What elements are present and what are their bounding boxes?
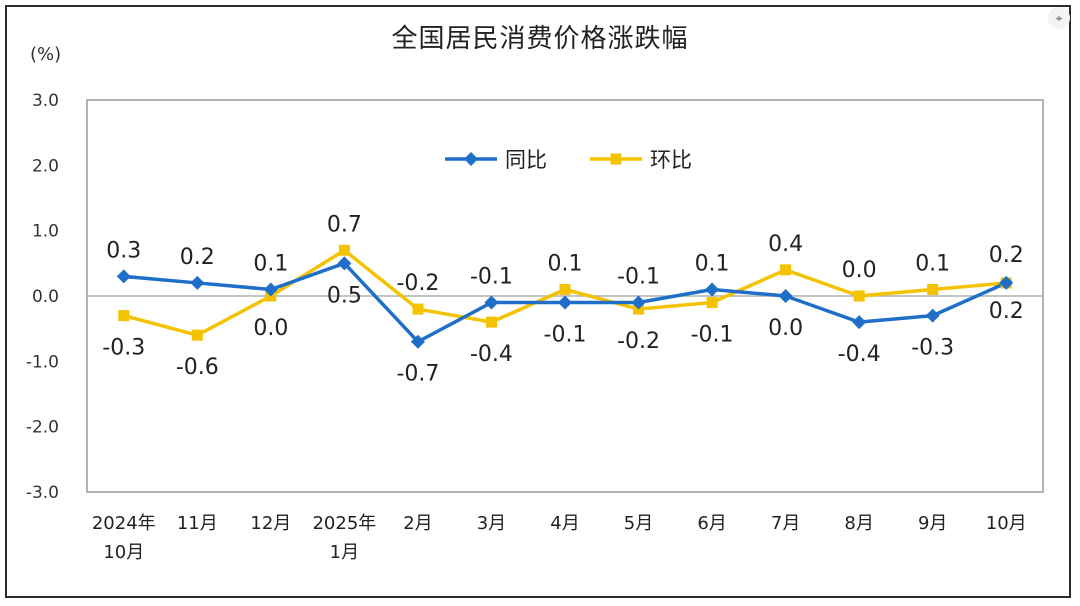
y-tick-label: -1.0	[26, 352, 59, 372]
y-tick-label: 3.0	[32, 91, 59, 111]
data-label: 0.0	[253, 316, 288, 341]
data-point	[559, 283, 571, 295]
x-tick-label: 10月	[986, 513, 1027, 534]
data-point	[706, 297, 718, 309]
data-point	[116, 269, 131, 284]
data-label: -0.2	[617, 329, 660, 354]
data-label: 0.1	[253, 251, 288, 276]
x-tick-label: 2月	[403, 513, 432, 534]
data-point	[484, 295, 499, 310]
data-label: -0.1	[544, 323, 587, 348]
focus-icon[interactable]: ⌖	[1048, 7, 1070, 29]
data-point	[191, 329, 203, 341]
data-point	[337, 256, 352, 271]
y-tick-label: 1.0	[32, 222, 59, 242]
data-label: -0.4	[470, 342, 513, 367]
y-tick-label: -3.0	[26, 483, 59, 503]
data-label: 0.2	[989, 243, 1024, 268]
data-point	[190, 275, 205, 290]
x-tick-label: 5月	[624, 513, 653, 534]
data-point	[263, 282, 278, 297]
data-point	[780, 264, 792, 276]
legend-label: 同比	[505, 148, 547, 172]
x-tick-label: 2025年	[312, 513, 376, 534]
data-label: -0.2	[396, 271, 439, 296]
x-tick-label: 8月	[844, 513, 873, 534]
data-point	[778, 289, 793, 303]
x-tick-label: 4月	[550, 513, 579, 534]
data-label: 0.1	[695, 251, 730, 276]
legend-marker	[610, 153, 622, 165]
data-label: -0.4	[838, 342, 881, 367]
y-tick-label: 2.0	[32, 156, 59, 176]
data-point	[927, 283, 939, 295]
y-axis-unit: (%)	[30, 44, 62, 65]
x-tick-label: 7月	[771, 513, 800, 534]
x-tick-label: 2024年	[92, 513, 156, 534]
data-label: -0.6	[176, 355, 219, 380]
data-point	[118, 310, 130, 322]
data-label: -0.7	[396, 362, 439, 387]
x-tick-label: 6月	[697, 513, 726, 534]
data-label: 0.1	[915, 251, 950, 276]
data-label: -0.1	[617, 265, 660, 290]
data-label: 0.2	[180, 245, 215, 270]
legend-label: 环比	[650, 148, 692, 172]
legend-marker	[464, 152, 478, 166]
y-tick-label: -2.0	[26, 418, 59, 438]
data-label: 0.7	[327, 212, 362, 237]
x-tick-label: 9月	[918, 513, 947, 534]
data-label: -0.1	[470, 265, 513, 290]
data-label: 0.2	[989, 299, 1024, 324]
x-tick-label: 12月	[250, 513, 291, 534]
data-point	[412, 303, 424, 315]
data-label: 0.4	[768, 232, 803, 257]
data-point	[925, 308, 940, 323]
x-tick-label: 11月	[177, 513, 218, 534]
chart-title: 全国居民消费价格涨跌幅	[391, 24, 689, 54]
data-label: 0.1	[548, 251, 583, 276]
x-tick-label: 1月	[330, 542, 359, 563]
data-point	[852, 315, 867, 330]
data-point	[485, 316, 497, 328]
x-tick-label: 3月	[477, 513, 506, 534]
data-label: -0.3	[911, 336, 954, 361]
data-label: -0.3	[102, 336, 145, 361]
data-label: 0.3	[106, 238, 141, 263]
data-label: -0.1	[691, 323, 734, 348]
data-label: 0.0	[842, 258, 877, 283]
data-point	[338, 244, 350, 256]
data-label: 0.5	[327, 283, 362, 308]
data-point	[705, 282, 720, 297]
data-point	[631, 295, 646, 310]
data-point	[999, 275, 1014, 290]
data-point	[853, 290, 865, 302]
data-point	[410, 334, 425, 349]
y-tick-label: 0.0	[32, 287, 59, 307]
data-point	[558, 295, 572, 310]
data-label: 0.0	[768, 316, 803, 341]
x-tick-label: 10月	[103, 542, 144, 563]
